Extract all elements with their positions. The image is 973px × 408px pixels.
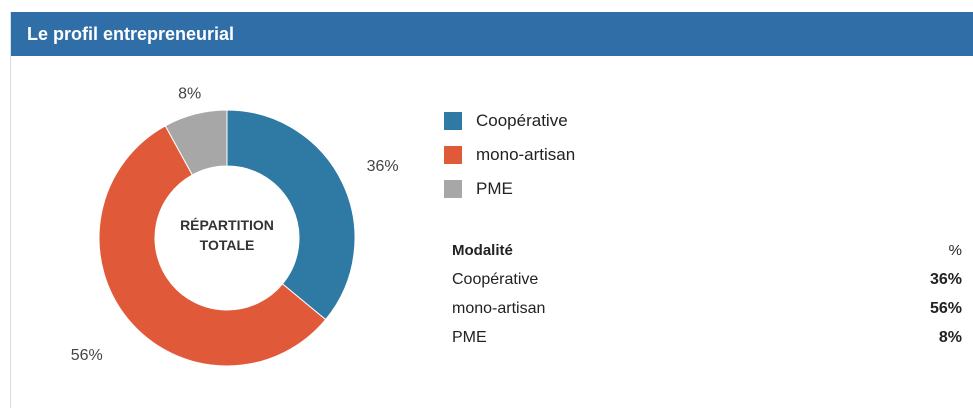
legend-item-pme[interactable]: PME — [444, 172, 575, 206]
table-header-modalite: Modalité — [452, 242, 513, 259]
donut-center-label: TOTALE — [200, 237, 255, 253]
slice-value-label: 56% — [71, 347, 103, 364]
legend-label-pme: PME — [476, 179, 513, 198]
table-cell-pct: 56% — [929, 299, 962, 317]
legend-label-mono-artisan: mono-artisan — [476, 145, 576, 164]
donut-slice-pme[interactable] — [164, 109, 228, 176]
legend-swatch-pme — [444, 180, 462, 198]
legend-swatch-mono-artisan — [444, 146, 462, 164]
donut-slice-coop-rative[interactable] — [226, 109, 356, 321]
table-cell-name: mono-artisan — [452, 299, 546, 317]
table-cell-name: PME — [452, 328, 487, 346]
donut-chart: 36% 56% 8% RÉPARTITION TOTALE — [71, 86, 399, 367]
panel-header: Le profil entrepreneurial — [11, 12, 973, 56]
table-row: PME 8% — [452, 323, 962, 352]
chart-legend: Coopérative mono-artisan PME — [444, 104, 575, 206]
table-cell-pct: 8% — [938, 328, 962, 346]
table-header-pct: % — [948, 242, 962, 259]
table-cell-name: Coopérative — [452, 270, 539, 288]
table-row: Coopérative 36% — [452, 265, 962, 294]
legend-label-cooperative: Coopérative — [476, 111, 568, 130]
legend-swatch-cooperative — [444, 112, 462, 130]
donut-center-label: RÉPARTITION — [180, 217, 274, 233]
table-row: mono-artisan 56% — [452, 294, 962, 323]
legend-item-cooperative[interactable]: Coopérative — [444, 104, 575, 138]
donut-slice-mono-artisan[interactable] — [98, 125, 327, 367]
table-header-row: Modalité % — [452, 236, 962, 265]
distribution-table: Modalité % Coopérative 36% mono-artisan … — [452, 236, 962, 352]
table-cell-pct: 36% — [929, 270, 962, 288]
slice-value-label: 8% — [178, 86, 201, 103]
legend-item-mono-artisan[interactable]: mono-artisan — [444, 138, 575, 172]
slice-value-label: 36% — [367, 158, 399, 175]
panel-title: Le profil entrepreneurial — [27, 24, 235, 44]
